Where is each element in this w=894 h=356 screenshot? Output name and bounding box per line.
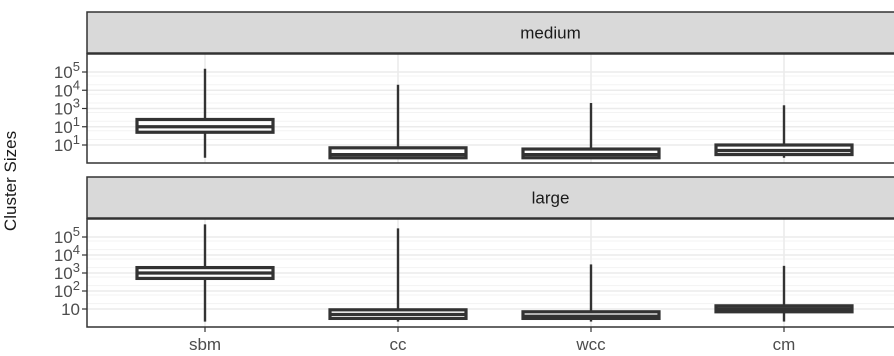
y-axis-label: Cluster Sizes — [1, 131, 20, 231]
box-sbm — [135, 224, 275, 322]
box-cm — [714, 265, 854, 322]
facet-strip-label: large — [532, 189, 570, 208]
y-tick-label: 10 — [61, 300, 80, 319]
y-tick-label: 104 — [54, 77, 80, 100]
box-wcc — [521, 264, 661, 322]
facet-strip — [86, 176, 894, 219]
y-tick-label: 103 — [54, 96, 80, 119]
facet-strip-label: medium — [520, 24, 580, 43]
panel-border — [86, 53, 894, 164]
y-tick-label: 102 — [54, 278, 80, 301]
x-tick-label: cm — [773, 335, 796, 354]
panel-border — [86, 218, 894, 328]
x-tick-label: sbm — [189, 335, 221, 354]
box-cc — [328, 84, 468, 160]
x-axis: sbm cc wcc cm — [189, 327, 795, 354]
y-tick-label: 103 — [54, 260, 80, 283]
box-iqr — [328, 146, 468, 160]
y-tick-label: 101 — [54, 132, 80, 155]
box-cm — [714, 105, 854, 158]
y-tick-label: 105 — [54, 224, 80, 247]
y-tick-label: 101 — [54, 114, 80, 137]
box-wcc — [521, 103, 661, 160]
y-tick-label: 105 — [54, 59, 80, 82]
y-tick-label: 104 — [54, 242, 80, 265]
box-cc — [328, 228, 468, 322]
box-sbm — [135, 68, 275, 158]
facet-strip — [86, 11, 894, 54]
x-tick-label: wcc — [575, 335, 606, 354]
x-tick-label: cc — [390, 335, 408, 354]
